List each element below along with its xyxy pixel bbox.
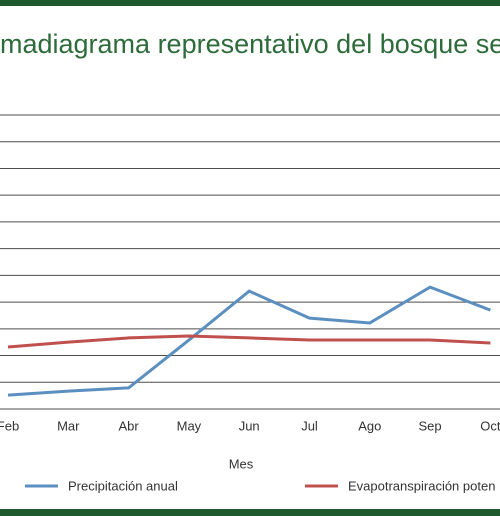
- x-axis-label: Mes: [229, 456, 254, 471]
- x-tick-label: Oct: [480, 418, 500, 433]
- series-line: [7, 334, 491, 349]
- x-tick-label: Jun: [239, 418, 260, 433]
- x-tick-label: Ago: [358, 418, 381, 433]
- x-tick-label: Mar: [57, 418, 80, 433]
- chart-title: madiagrama representativo del bosque se: [0, 29, 500, 59]
- legend-label: Evapotranspiración poten: [348, 478, 495, 493]
- series-line: [7, 285, 491, 397]
- x-tick-label: Jul: [301, 418, 318, 433]
- x-tick-label: Abr: [118, 418, 139, 433]
- x-tick-label: Feb: [0, 418, 19, 433]
- legend-label: Precipitación anual: [68, 478, 178, 493]
- x-tick-label: Sep: [419, 418, 442, 433]
- top-border: [0, 0, 500, 6]
- x-tick-label: May: [177, 418, 202, 433]
- bottom-border: [0, 509, 500, 516]
